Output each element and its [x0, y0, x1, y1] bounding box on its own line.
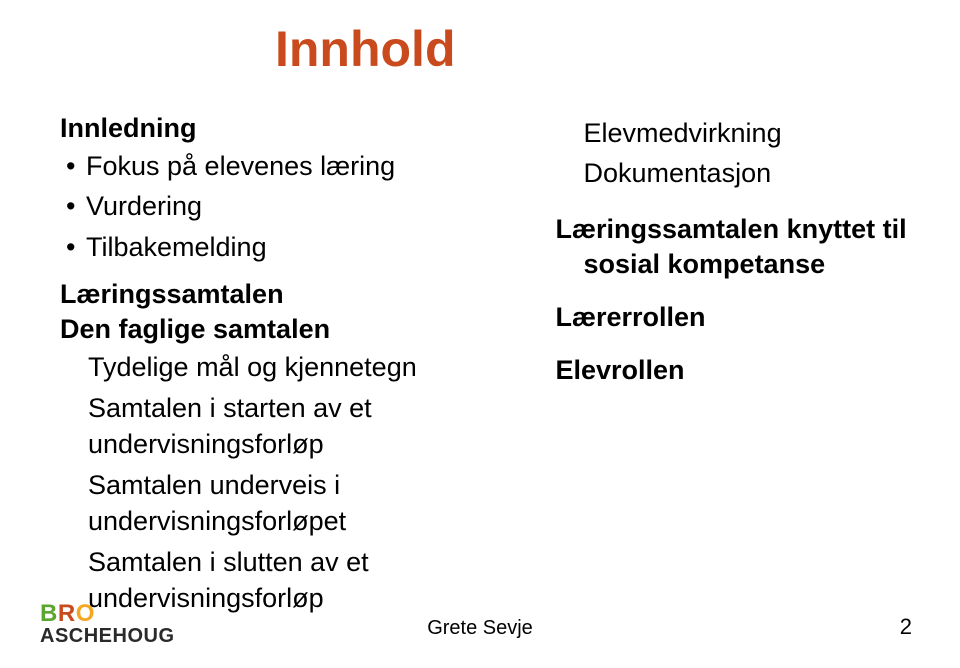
heading-laererrollen: Lærerrollen	[556, 302, 921, 333]
list-item: Samtalen i starten av et undervisningsfo…	[60, 390, 506, 463]
heading-faglige-samtalen: Den faglige samtalen	[60, 314, 506, 345]
bullet-item: Fokus på elevenes læring	[60, 148, 506, 184]
list-item: Tydelige mål og kjennetegn	[60, 349, 506, 385]
heading-laeringssamtalen: Læringssamtalen	[60, 279, 506, 310]
bullet-item: Vurdering	[60, 188, 506, 224]
line-elevmedvirkning: Elevmedvirkning	[556, 115, 921, 151]
content-columns: Innledning Fokus på elevenes læring Vurd…	[60, 113, 920, 620]
slide-title: Innhold	[275, 20, 920, 78]
page-number: 2	[900, 614, 912, 640]
indent-list: Tydelige mål og kjennetegn Samtalen i st…	[60, 349, 506, 616]
heading-lk-til-line2: sosial kompetanse	[556, 249, 921, 280]
bullet-item: Tilbakemelding	[60, 229, 506, 265]
left-column: Innledning Fokus på elevenes læring Vurd…	[60, 113, 506, 620]
list-item: Samtalen underveis i undervisningsforløp…	[60, 467, 506, 540]
heading-lk-til-line1: Læringssamtalen knyttet til	[556, 214, 921, 245]
bullet-list: Fokus på elevenes læring Vurdering Tilba…	[60, 148, 506, 265]
heading-elevrollen: Elevrollen	[556, 355, 921, 386]
heading-innledning: Innledning	[60, 113, 506, 144]
right-column: Elevmedvirkning Dokumentasjon Læringssam…	[556, 113, 921, 620]
line-dokumentasjon: Dokumentasjon	[556, 155, 921, 191]
footer-author: Grete Sevje	[0, 617, 960, 640]
slide-container: Innhold Innledning Fokus på elevenes lær…	[0, 0, 960, 668]
